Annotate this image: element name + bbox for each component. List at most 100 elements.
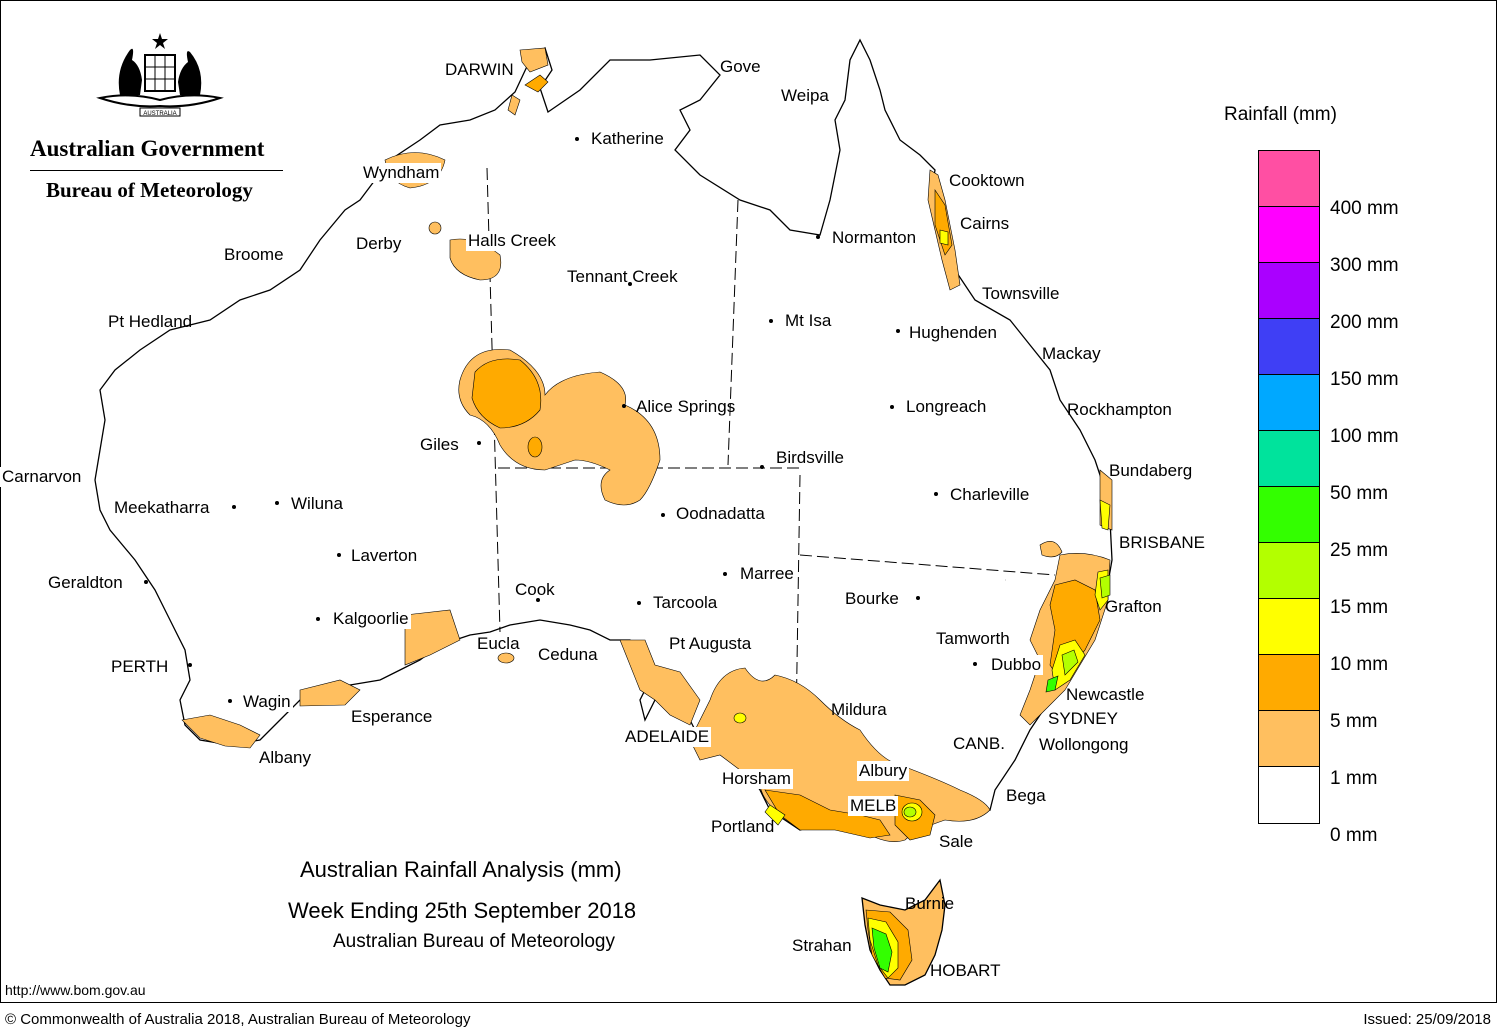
place-label: Newcastle [1066, 685, 1145, 704]
place-label: DARWIN [445, 60, 514, 79]
legend-title: Rainfall (mm) [1224, 104, 1337, 125]
place-label: Portland [711, 817, 775, 836]
place-label: CANB. [951, 734, 1007, 754]
place-label: Bourke [845, 589, 899, 608]
map-period: Week Ending 25th September 2018 [288, 898, 637, 923]
legend-swatch [1259, 487, 1319, 543]
legend-swatch [1259, 711, 1319, 767]
place-label: Mildura [831, 700, 887, 719]
place-label: Charleville [950, 485, 1030, 504]
place-label: Longreach [906, 397, 987, 416]
place-label: Derby [356, 234, 402, 253]
legend-label: 15 mm [1330, 597, 1389, 618]
place-label: Birdsville [776, 448, 845, 467]
place-label: Kalgoorlie [331, 609, 411, 629]
legend-label: 400 mm [1330, 198, 1399, 219]
place-label: Meekatharra [112, 498, 212, 518]
place-label: SYDNEY [1048, 709, 1118, 728]
place-label: Pt Hedland [108, 312, 193, 331]
legend-swatch [1259, 655, 1319, 711]
legend-color-bar [1258, 150, 1320, 824]
place-label: PERTH [111, 657, 169, 676]
website-link[interactable]: http://www.bom.gov.au [5, 982, 146, 998]
legend-label: 0 mm [1330, 825, 1378, 846]
copyright-notice: © Commonwealth of Australia 2018, Austra… [5, 1011, 471, 1028]
place-label: Eucla [477, 634, 520, 653]
place-label: Albury [857, 761, 910, 781]
place-label: Bundaberg [1109, 461, 1193, 480]
place-label: Cooktown [949, 171, 1025, 190]
place-label: Albany [259, 748, 311, 767]
place-label: Wagin [241, 692, 293, 712]
place-label: Burnie [905, 894, 955, 913]
place-label: Rockhampton [1067, 400, 1172, 419]
crest-label: AUSTRALIA [143, 111, 176, 117]
place-label: Ceduna [538, 645, 598, 664]
legend-label: 100 mm [1330, 426, 1399, 447]
place-label: ADELAIDE [623, 727, 712, 747]
place-label: Grafton [1105, 597, 1162, 616]
place-label: Tarcoola [653, 593, 718, 612]
place-label: Strahan [792, 936, 852, 955]
legend-label: 10 mm [1330, 654, 1389, 675]
tasmania-rain-25 [871, 927, 893, 973]
place-label: Mackay [1042, 344, 1101, 363]
place-label: Wollongong [1039, 735, 1129, 754]
place-label: Broome [224, 245, 284, 264]
legend-label: 5 mm [1330, 711, 1378, 732]
bureau-title: Bureau of Meteorology [46, 178, 253, 202]
place-label: Cook [515, 580, 555, 599]
place-label: Sale [939, 832, 974, 851]
place-label: Weipa [781, 86, 829, 105]
legend-label: 300 mm [1330, 255, 1399, 276]
legend-label: 150 mm [1330, 369, 1399, 390]
legend-swatch [1259, 431, 1319, 487]
place-label: Alice Springs [636, 397, 736, 416]
legend-label: 1 mm [1330, 768, 1378, 789]
legend-swatch [1259, 767, 1319, 823]
rain-15mm-regions [903, 574, 1111, 818]
map-title: Australian Rainfall Analysis (mm) [300, 857, 622, 882]
place-label: Wyndham [361, 163, 442, 183]
issued-date: Issued: 25/09/2018 [1363, 1011, 1491, 1028]
city-dots [144, 137, 977, 703]
rain-25mm-regions [1045, 675, 1059, 693]
place-label: Giles [420, 435, 459, 454]
place-label: Laverton [351, 546, 418, 565]
header-divider [30, 170, 283, 171]
legend-swatch [1259, 263, 1319, 319]
rainfall-map [94, 38, 1113, 986]
place-label: BRISBANE [1119, 533, 1205, 552]
legend-swatch [1259, 543, 1319, 599]
place-label: Bega [1006, 786, 1046, 805]
place-label: Pt Augusta [669, 634, 752, 653]
legend-swatch [1259, 599, 1319, 655]
legend-label: 50 mm [1330, 483, 1389, 504]
legend-swatch [1259, 207, 1319, 263]
legend-swatch [1259, 151, 1319, 207]
place-label: Horsham [720, 769, 793, 789]
legend-swatch [1259, 319, 1319, 375]
place-label: Hughenden [909, 323, 997, 342]
map-source: Australian Bureau of Meteorology [333, 931, 615, 952]
place-label: Wiluna [291, 494, 343, 513]
place-label: Halls Creek [466, 231, 558, 251]
place-label: Tennant Creek [567, 267, 678, 286]
place-label: Gove [720, 57, 761, 76]
place-label: Geraldton [48, 573, 123, 592]
legend-label: 200 mm [1330, 312, 1399, 333]
place-label: MELB [848, 796, 899, 816]
coat-of-arms-icon: AUSTRALIA [96, 33, 224, 117]
place-label: HOBART [930, 961, 1001, 980]
government-title: Australian Government [30, 136, 265, 161]
place-label: Townsville [982, 284, 1060, 303]
legend-swatch [1259, 375, 1319, 431]
place-label: Oodnadatta [676, 504, 765, 523]
place-label: Carnarvon [0, 467, 84, 487]
legend-label: 25 mm [1330, 540, 1389, 561]
place-label: Normanton [832, 228, 917, 247]
place-label: Marree [740, 564, 794, 583]
place-label: Katherine [591, 129, 664, 148]
place-label: Dubbo [989, 655, 1044, 675]
place-label: Cairns [960, 214, 1010, 233]
